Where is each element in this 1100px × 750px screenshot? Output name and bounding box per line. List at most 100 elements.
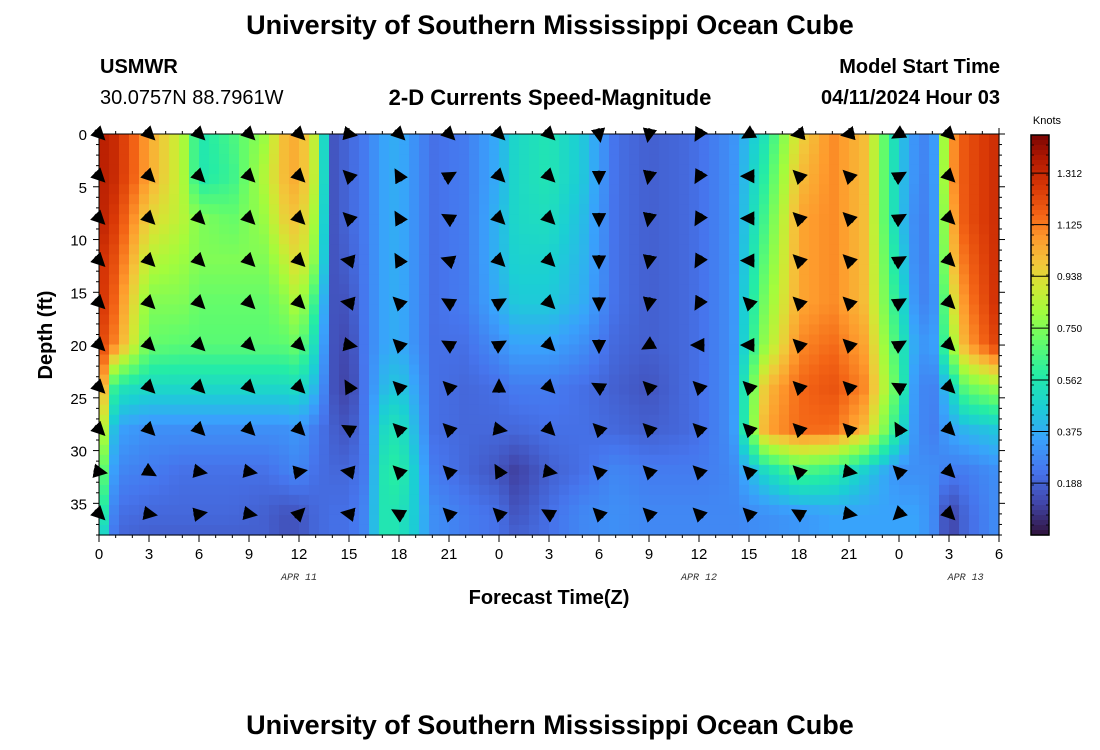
heatmap-cell	[869, 194, 880, 205]
heatmap-cell	[989, 204, 1000, 215]
heatmap-cell	[949, 324, 960, 336]
heatmap-cell	[819, 264, 830, 275]
heatmap-cell	[659, 194, 670, 205]
heatmap-cell	[939, 144, 950, 155]
heatmap-cell	[819, 434, 830, 446]
heatmap-cell	[869, 314, 880, 326]
heatmap-cell	[359, 174, 370, 185]
heatmap-cell	[509, 234, 520, 245]
heatmap-cell	[559, 294, 570, 306]
heatmap-cell	[369, 474, 380, 486]
heatmap-cell	[479, 354, 490, 366]
heatmap-cell	[169, 444, 180, 456]
heatmap-cell	[379, 144, 390, 155]
heatmap-cell	[569, 394, 580, 406]
heatmap-cell	[659, 284, 670, 296]
heatmap-cell	[839, 224, 850, 235]
heatmap-cell	[779, 264, 790, 275]
heatmap-cell	[299, 314, 310, 326]
heatmap-cell	[759, 184, 770, 195]
heatmap-cell	[579, 434, 590, 446]
heatmap-cell	[889, 184, 900, 195]
heatmap-cell	[659, 134, 670, 145]
heatmap-cell	[339, 324, 350, 336]
current-arrow	[792, 338, 808, 354]
heatmap-cell	[379, 274, 390, 285]
heatmap-cell	[219, 364, 230, 376]
heatmap-cell	[469, 384, 480, 396]
heatmap-cell	[839, 164, 850, 175]
colorbar-segment	[1031, 190, 1049, 196]
heatmap-cell	[299, 244, 310, 255]
heatmap-cell	[869, 504, 880, 516]
heatmap-cell	[749, 144, 760, 155]
heatmap-cell	[379, 454, 390, 466]
heatmap-cell	[119, 434, 130, 446]
heatmap-cell	[779, 524, 790, 536]
heatmap-cell	[269, 514, 280, 526]
heatmap-cell	[359, 304, 370, 316]
heatmap-cell	[569, 314, 580, 326]
heatmap-cell	[299, 444, 310, 456]
heatmap-cell	[219, 274, 230, 285]
heatmap-cell	[919, 444, 930, 456]
heatmap-cell	[169, 234, 180, 245]
heatmap-cell	[649, 174, 660, 185]
heatmap-cell	[509, 394, 520, 406]
heatmap-cell	[729, 474, 740, 486]
heatmap-cell	[399, 414, 410, 426]
heatmap-cell	[899, 154, 910, 165]
current-arrow	[642, 380, 658, 397]
heatmap-cell	[179, 334, 190, 346]
heatmap-cell	[159, 214, 170, 225]
heatmap-cell	[699, 154, 710, 165]
heatmap-cell	[629, 514, 640, 526]
heatmap-cell	[329, 144, 340, 155]
heatmap-cell	[939, 224, 950, 235]
heatmap-cell	[819, 364, 830, 376]
heatmap-cell	[829, 304, 840, 316]
heatmap-cell	[839, 494, 850, 506]
heatmap-cell	[309, 474, 320, 486]
heatmap-cell	[329, 154, 340, 165]
heatmap-cell	[159, 504, 170, 516]
heatmap-cell	[439, 154, 450, 165]
heatmap-cell	[209, 224, 220, 235]
heatmap-cell	[199, 234, 210, 245]
heatmap-cell	[749, 354, 760, 366]
heatmap-cell	[319, 254, 330, 265]
heatmap-cell	[269, 264, 280, 275]
heatmap-cell	[559, 374, 570, 386]
heatmap-cell	[729, 234, 740, 245]
heatmap-cell	[139, 354, 150, 366]
heatmap-cell	[359, 464, 370, 476]
heatmap-cell	[99, 524, 110, 536]
heatmap-cell	[269, 234, 280, 245]
heatmap-cell	[659, 344, 670, 356]
heatmap-cell	[109, 324, 120, 336]
heatmap-cell	[839, 374, 850, 386]
heatmap-cell	[329, 214, 340, 225]
heatmap-cell	[119, 484, 130, 496]
heatmap-cell	[899, 204, 910, 215]
heatmap-cell	[539, 284, 550, 296]
heatmap-cell	[109, 524, 120, 536]
heatmap-cell	[879, 264, 890, 275]
heatmap-cell	[409, 454, 420, 466]
heatmap-cell	[859, 374, 870, 386]
heatmap-cell	[559, 364, 570, 376]
heatmap-cell	[569, 454, 580, 466]
heatmap-cell	[389, 174, 400, 185]
heatmap-cell	[189, 404, 200, 416]
heatmap-cell	[349, 434, 360, 446]
heatmap-cell	[909, 144, 920, 155]
heatmap-cell	[819, 334, 830, 346]
heatmap-cell	[239, 274, 250, 285]
heatmap-cell	[169, 184, 180, 195]
heatmap-cell	[429, 264, 440, 275]
heatmap-cell	[389, 474, 400, 486]
heatmap-cell	[359, 394, 370, 406]
heatmap-cell	[459, 254, 470, 265]
heatmap-cell	[719, 464, 730, 476]
